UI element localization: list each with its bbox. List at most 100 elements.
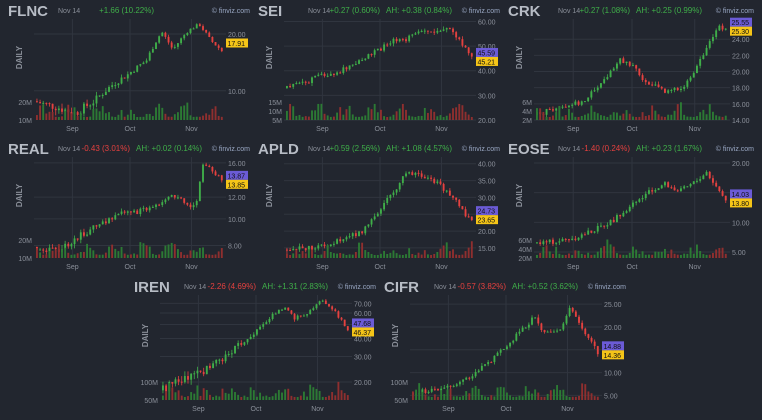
x-tick-label: Sep [66,264,79,271]
candle-body [230,353,233,355]
candle-body [39,102,42,104]
volume-bar [651,254,654,258]
volume-bar [380,253,382,258]
chart-panel-sei[interactable]: SEI Nov 14 +0.27 (0.60%) AH: +0.38 (0.84%) ©… [256,3,502,134]
volume-bar [632,246,634,258]
volume-bar [358,242,360,258]
y-tick-label: 10.00 [228,89,246,96]
candle-body [724,195,727,201]
ticker-label: REAL [8,141,49,158]
volume-bar [718,116,721,120]
volume-bar [562,389,565,400]
candle-body [324,300,327,305]
volume-bar [521,396,524,400]
candle-body [458,37,461,40]
volume-bar [76,253,79,258]
chart-panel-flnc[interactable]: FLNC Nov 14 +1.66 (10.22%) © finviz.com DAIL… [6,3,252,134]
candle-body [651,190,654,192]
candle-body [405,173,407,177]
candle-body [568,105,570,108]
x-tick-label: Oct [627,126,638,133]
candle-body [214,171,217,176]
volume-bar [104,113,107,120]
volume-bar [111,116,114,120]
chart-svg: EOSE Nov 14 -1.40 (0.24%) AH: +0.23 (1.67%)… [508,141,754,271]
volume-bar [619,254,622,258]
candle-body [638,199,641,202]
volume-bar [195,251,198,258]
candle-body [625,61,628,64]
volume-bar [114,116,117,120]
volume-bar [339,107,342,120]
chart-panel-crk[interactable]: CRK Nov 14 +0.27 (1.08%) AH: +0.25 (0.99%) ©… [506,3,756,134]
volume-bar [321,396,324,400]
last-price-label: 14.36 [604,353,622,360]
chart-panel-apld[interactable]: APLD Nov 14 +0.59 (2.56%) AH: +1.08 (4.57%)… [256,141,502,272]
volume-bar [79,113,82,120]
candle-body [593,231,596,233]
candle-body [705,47,708,56]
candle-body [108,218,110,224]
candle-body [265,322,268,325]
volume-bar [246,396,249,400]
candle-body [433,31,436,33]
volume-bar [274,393,277,400]
candle-body [114,85,117,87]
chart-panel-iren[interactable]: IREN Nov 14 -2.26 (4.69%) AH: +1.31 (2.83%)… [132,279,378,414]
volume-bar [468,393,471,400]
volume-bar [312,387,315,400]
candle-body [398,183,401,190]
candle-body [339,72,342,74]
volume-bar [136,116,139,120]
volume-bar [515,396,518,400]
candle-body [398,39,401,42]
chart-panel-eose[interactable]: EOSE Nov 14 -1.40 (0.24%) AH: +0.23 (1.67%)… [506,141,756,272]
volume-bar [490,395,493,400]
candle-body [455,384,458,386]
candle-body [480,365,483,371]
volume-bar [205,113,208,120]
candle-body [590,91,593,98]
candle-body [174,379,177,384]
volume-bar [418,383,421,400]
candle-body [133,210,136,213]
candle-body [304,248,307,251]
candle-body [654,190,657,192]
candle-body [171,382,174,384]
candle-body [448,28,451,30]
y-tick-label: 10.00 [732,220,750,227]
candle-body [439,30,442,32]
candle-body [274,313,277,315]
volume-bar [342,114,345,120]
volume-bar [171,387,174,400]
candle-body [392,38,395,44]
volume-bar [670,114,673,120]
chart-svg: IREN Nov 14 -2.26 (4.69%) AH: +1.31 (2.83%)… [134,279,376,413]
candle-body [148,207,151,211]
candle-body [83,103,85,114]
last-price-badge [226,179,248,189]
candle-body [395,189,398,193]
volume-bar [214,106,217,120]
volume-bar [61,116,63,120]
volume-bar [395,253,398,258]
candle-body [370,219,373,225]
candle-body [606,77,609,80]
after-hours-label: AH: +0.02 (0.14%) [136,144,202,153]
ylabel-daily: DAILY [265,183,274,207]
candle-body [120,211,123,214]
candle-body [145,207,148,211]
chart-panel-cifr[interactable]: CIFR Nov 14 -0.57 (3.82%) AH: +0.52 (3.62%)… [382,279,628,414]
candle-body [246,339,249,343]
candle-body [667,90,670,93]
candle-body [421,389,424,394]
x-tick-label: Oct [501,406,512,413]
candle-body [345,237,348,240]
volume-bar [114,248,117,258]
volume-bar [398,108,401,120]
candle-body [596,87,599,91]
chart-panel-real[interactable]: REAL Nov 14 -0.43 (3.01%) AH: +0.02 (0.14%)… [6,141,252,272]
volume-bar [683,253,686,258]
candle-body [333,243,335,245]
candle-body [180,38,183,44]
